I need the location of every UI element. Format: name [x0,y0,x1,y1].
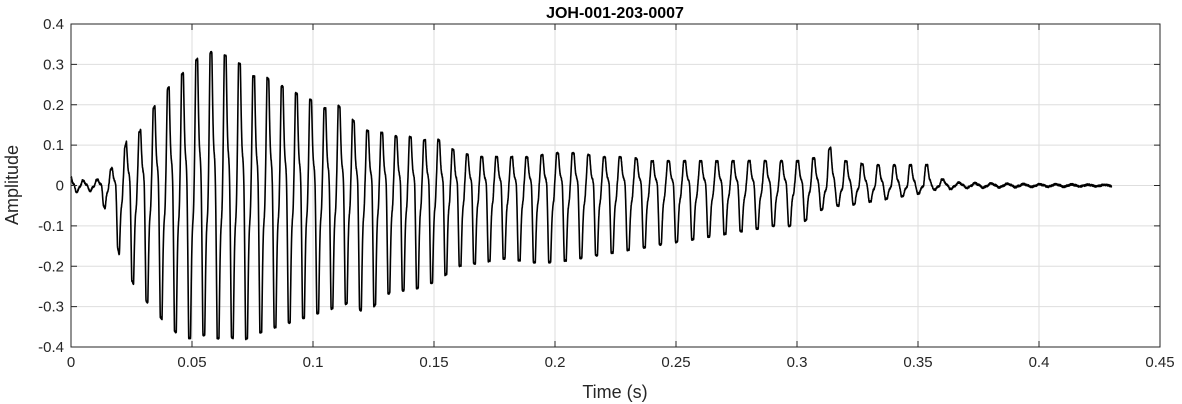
x-tick-label: 0.25 [661,354,690,371]
y-tick-label: 0.3 [43,56,64,73]
chart-title: JOH-001-203-0007 [546,5,684,22]
y-tick-labels: -0.4 -0.3 -0.2 -0.1 0 0.1 0.2 0.3 0.4 [38,16,64,356]
x-tick-label: 0.2 [545,354,566,371]
x-tick-labels: 0 0.05 0.1 0.15 0.2 0.25 0.3 0.35 0.4 0.45 [67,354,1175,371]
y-axis-label: Amplitude [2,145,22,225]
y-tick-label: 0.2 [43,97,64,114]
y-tick-label: -0.2 [38,258,64,275]
x-tick-label: 0.4 [1029,354,1050,371]
y-tick-label: -0.1 [38,218,64,235]
x-tick-label: 0.45 [1145,354,1174,371]
y-tick-label: 0.4 [43,16,64,33]
waveform-series-line [70,50,1113,341]
x-tick-label: 0.1 [303,354,324,371]
x-tick-label: 0.35 [903,354,932,371]
y-tick-label: -0.4 [38,339,64,356]
x-axis-label: Time (s) [582,382,647,402]
tick-marks [70,23,1161,348]
y-tick-label: 0.1 [43,137,64,154]
x-tick-label: 0.15 [419,354,448,371]
x-tick-label: 0.3 [787,354,808,371]
y-tick-label: -0.3 [38,299,64,316]
series-group [70,50,1113,341]
x-tick-label: 0.05 [177,354,206,371]
y-tick-label: 0 [56,178,64,195]
x-tick-label: 0 [67,354,75,371]
